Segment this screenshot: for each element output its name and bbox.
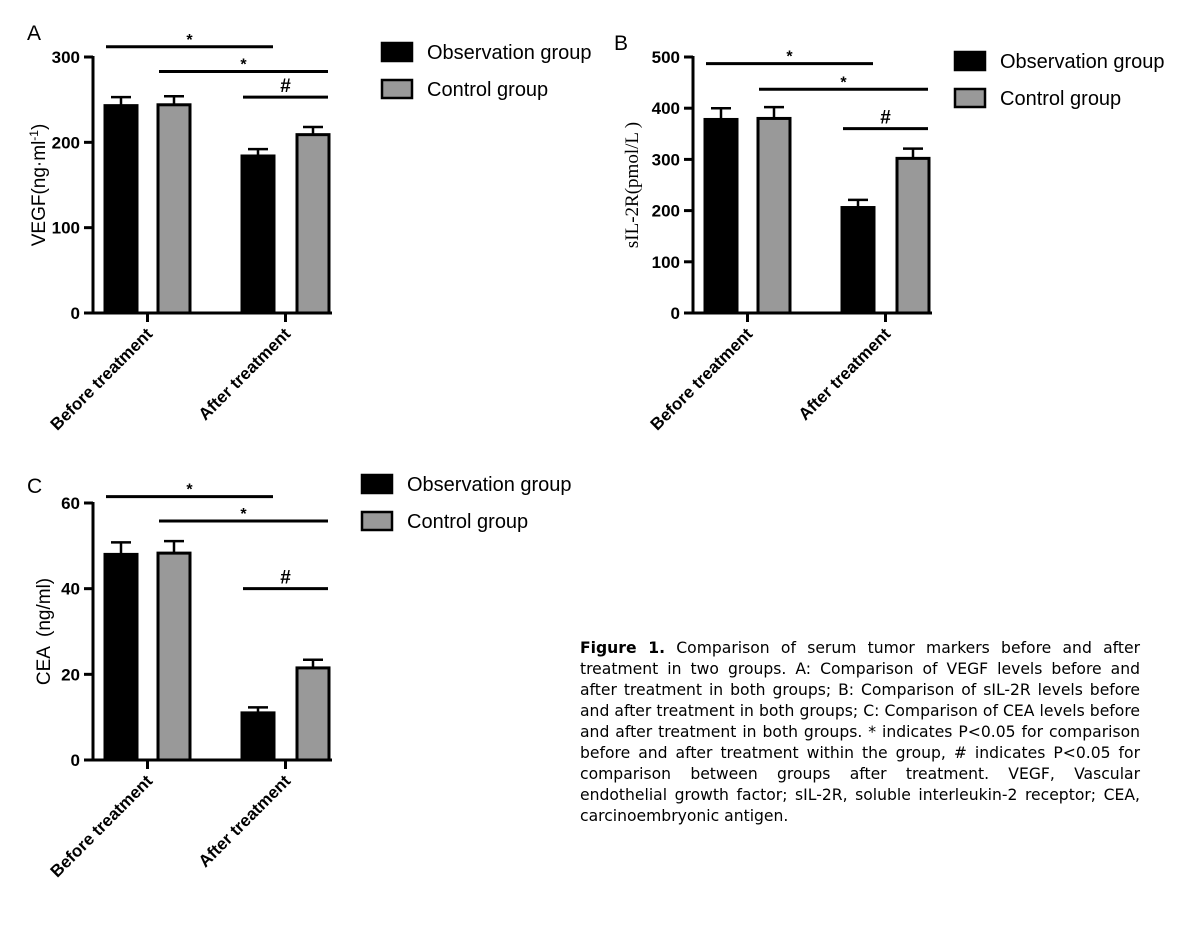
legend-label: Observation group bbox=[1000, 51, 1165, 73]
significance-marker: * bbox=[186, 32, 193, 49]
y-tick-label: 300 bbox=[52, 48, 80, 67]
significance-marker: # bbox=[280, 76, 291, 97]
bar bbox=[103, 552, 139, 762]
y-tick-label: 0 bbox=[671, 304, 680, 323]
y-tick-label: 400 bbox=[652, 99, 680, 118]
bar bbox=[103, 104, 139, 315]
y-axis-title: sIL-2R(pmol/L ) bbox=[622, 122, 643, 248]
legend-swatch bbox=[360, 473, 394, 495]
bar bbox=[240, 711, 276, 762]
figure-caption: Figure 1. Comparison of serum tumor mark… bbox=[580, 638, 1140, 827]
y-tick-label: 300 bbox=[652, 150, 680, 169]
y-tick-label: 100 bbox=[652, 253, 680, 272]
panel-letter: B bbox=[614, 32, 628, 55]
chart-panel-c: C 0 20 40 60 CEA (ng/ml) Before treatment After… bbox=[27, 473, 572, 881]
legend-swatch bbox=[953, 50, 987, 72]
bar bbox=[156, 551, 192, 762]
chart-panel-b: B 0 100 200 300 400 500 sIL-2R(pmol/L ) Before t… bbox=[614, 32, 1165, 434]
legend-swatch bbox=[360, 510, 394, 532]
y-tick-label: 100 bbox=[52, 219, 80, 238]
bar bbox=[895, 156, 931, 315]
bar bbox=[840, 206, 876, 315]
significance-marker: * bbox=[186, 482, 193, 499]
legend-swatch bbox=[953, 87, 987, 109]
x-category-label: Before treatment bbox=[47, 771, 157, 881]
panel-letter: A bbox=[27, 22, 41, 45]
chart-panel-a: A 0 100 200 300 VEGF(ng·ml-1) Before treatment… bbox=[27, 22, 592, 434]
y-axis-title: CEA (ng/ml) bbox=[34, 578, 55, 685]
y-tick-label: 200 bbox=[52, 133, 80, 152]
legend-swatch bbox=[380, 41, 414, 63]
bar bbox=[295, 133, 331, 315]
legend-label: Control group bbox=[407, 511, 528, 533]
x-category-label: After treatment bbox=[195, 771, 295, 871]
x-category-label: After treatment bbox=[795, 324, 895, 424]
legend-label: Observation group bbox=[407, 474, 572, 496]
y-tick-label: 40 bbox=[61, 580, 80, 599]
legend-swatch bbox=[380, 78, 414, 100]
significance-marker: # bbox=[280, 568, 291, 589]
caption-label: Figure 1. bbox=[580, 639, 666, 657]
y-tick-label: 0 bbox=[71, 304, 80, 323]
bar bbox=[156, 103, 192, 315]
y-tick-label: 60 bbox=[61, 494, 80, 513]
x-category-label: Before treatment bbox=[47, 324, 157, 434]
legend-label: Control group bbox=[427, 79, 548, 101]
bar bbox=[295, 666, 331, 762]
legend-label: Observation group bbox=[427, 42, 592, 64]
significance-marker: * bbox=[240, 57, 247, 74]
y-tick-label: 500 bbox=[652, 48, 680, 67]
y-tick-label: 0 bbox=[71, 751, 80, 770]
panel-letter: C bbox=[27, 475, 42, 498]
significance-marker: # bbox=[880, 108, 891, 129]
x-category-label: Before treatment bbox=[647, 324, 757, 434]
significance-marker: * bbox=[240, 506, 247, 523]
y-tick-label: 200 bbox=[652, 202, 680, 221]
significance-marker: * bbox=[786, 49, 793, 66]
bar bbox=[703, 117, 739, 315]
y-axis-title: VEGF(ng·ml-1) bbox=[27, 124, 50, 247]
caption-text: Comparison of serum tumor markers before… bbox=[580, 639, 1140, 825]
significance-marker: * bbox=[840, 74, 847, 91]
x-category-label: After treatment bbox=[195, 324, 295, 424]
y-tick-label: 20 bbox=[61, 665, 80, 684]
bar bbox=[240, 154, 276, 315]
bar bbox=[756, 116, 792, 315]
y-axis-title-superscript: -1 bbox=[27, 130, 41, 141]
legend-label: Control group bbox=[1000, 88, 1121, 110]
